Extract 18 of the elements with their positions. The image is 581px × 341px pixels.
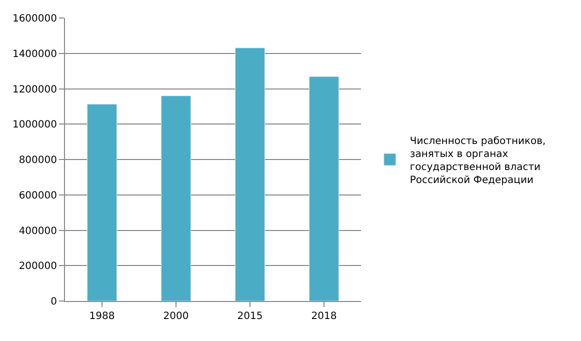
x-tick-label: 2015	[237, 311, 263, 322]
y-tick-label: 200000	[18, 261, 57, 272]
y-tick-label: 1600000	[12, 14, 57, 24]
bar	[234, 48, 266, 301]
bar	[86, 104, 118, 301]
y-tick-label: 1000000	[12, 120, 57, 131]
bar	[308, 76, 340, 301]
y-tick-label: 1200000	[12, 84, 57, 96]
x-tick-label: 2000	[163, 311, 189, 322]
legend-label: Численность работников, занятых в органах государственной власти Российской Федерации	[410, 136, 546, 186]
y-tick-label: 800000	[18, 155, 57, 166]
y-tick-label: 600000	[18, 190, 57, 202]
bar	[160, 96, 192, 301]
x-tick-label: 1988	[89, 311, 115, 322]
y-tick-label: 1400000	[12, 48, 57, 60]
x-tick-label: 2018	[311, 311, 337, 322]
y-tick-label: 0	[50, 296, 57, 308]
y-tick-label: 400000	[18, 226, 57, 237]
